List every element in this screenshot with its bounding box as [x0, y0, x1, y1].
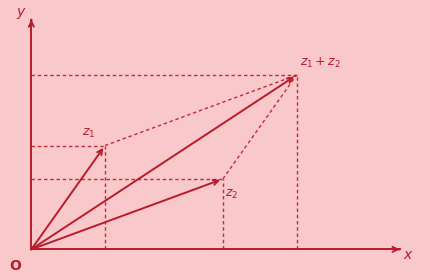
Text: O: O [9, 259, 21, 273]
Text: y: y [16, 5, 25, 19]
Text: $z_1$: $z_1$ [82, 127, 95, 140]
Text: $z_1 + z_2$: $z_1 + z_2$ [300, 55, 341, 69]
Text: $z_2$: $z_2$ [224, 188, 237, 201]
Text: x: x [402, 248, 410, 262]
